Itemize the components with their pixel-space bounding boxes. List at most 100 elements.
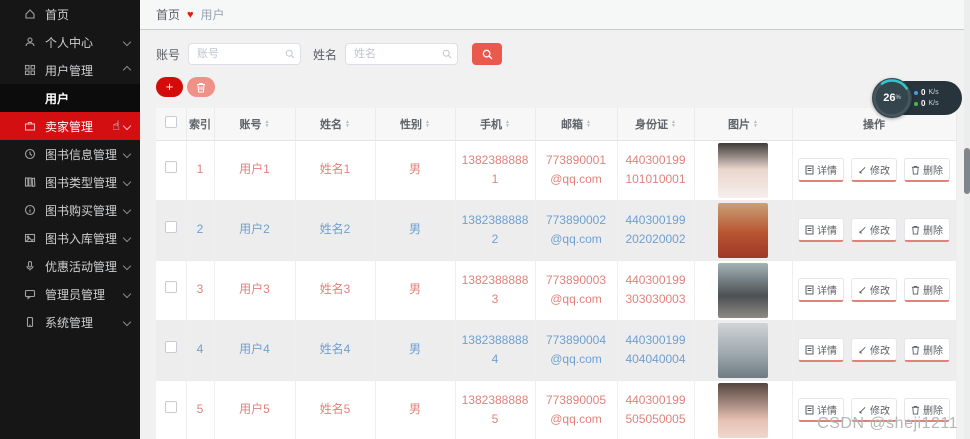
sidebar-item-book-inbound-management[interactable]: 图书入库管理 bbox=[0, 224, 140, 252]
books-icon bbox=[24, 177, 36, 188]
delete-button[interactable]: 删除 bbox=[904, 398, 950, 422]
chevron-down-icon bbox=[122, 233, 132, 243]
row-checkbox[interactable] bbox=[164, 161, 177, 174]
edit-button[interactable]: 修改 bbox=[851, 338, 897, 362]
table-row: 4 用户4 姓名4 男 13823888884 773890004@qq.com… bbox=[156, 320, 957, 381]
header-phone[interactable]: 手机 ▲ ▼ bbox=[455, 108, 536, 141]
sort-icon[interactable]: ▲ ▼ bbox=[671, 118, 676, 129]
sidebar-item-label: 图书入库管理 bbox=[45, 231, 118, 246]
header-account[interactable]: 账号 ▲ ▼ bbox=[214, 108, 296, 141]
delete-button[interactable]: 删除 bbox=[904, 278, 950, 302]
header-actions: 操作 bbox=[792, 108, 957, 141]
main-area: 首页 ♥ 用户 账号 姓名 + bbox=[140, 0, 970, 439]
chevron-down-icon bbox=[122, 289, 132, 299]
upload-unit: K/s bbox=[928, 89, 939, 96]
edit-button[interactable]: 修改 bbox=[851, 278, 897, 302]
sort-icon[interactable]: ▲ ▼ bbox=[586, 118, 591, 129]
download-dot-icon bbox=[914, 101, 918, 106]
user-photo bbox=[718, 142, 768, 198]
cell-phone: 13823888885 bbox=[455, 380, 536, 439]
table-row: 3 用户3 姓名3 男 13823888883 773890003@qq.com… bbox=[156, 260, 957, 321]
batch-delete-button[interactable] bbox=[187, 77, 215, 97]
cell-id-card: 440300199303030003 bbox=[617, 260, 695, 321]
sidebar-item-label: 图书信息管理 bbox=[45, 147, 118, 162]
briefcase-icon bbox=[24, 121, 36, 131]
sort-icon[interactable]: ▲ ▼ bbox=[345, 118, 350, 129]
breadcrumb-home[interactable]: 首页 bbox=[156, 8, 181, 22]
sidebar-item-admin-management[interactable]: 管理员管理 bbox=[0, 280, 140, 308]
cpu-percent-unit: % bbox=[895, 95, 901, 101]
select-all-checkbox[interactable] bbox=[164, 116, 177, 129]
delete-button[interactable]: 删除 bbox=[904, 158, 950, 182]
sidebar-item-user-management[interactable]: 用户管理 bbox=[0, 56, 140, 84]
user-photo bbox=[718, 262, 768, 318]
chevron-down-icon bbox=[122, 121, 132, 131]
cell-account: 用户2 bbox=[214, 200, 296, 261]
info-icon bbox=[24, 204, 36, 216]
sidebar-item-label: 首页 bbox=[45, 7, 70, 22]
row-checkbox[interactable] bbox=[164, 401, 177, 414]
header-gender[interactable]: 性别 ▲ ▼ bbox=[375, 108, 456, 141]
delete-button[interactable]: 删除 bbox=[904, 338, 950, 362]
edit-button[interactable]: 修改 bbox=[851, 158, 897, 182]
cell-gender: 男 bbox=[375, 140, 456, 201]
detail-button[interactable]: 详情 bbox=[798, 278, 844, 302]
detail-button[interactable]: 详情 bbox=[798, 218, 844, 242]
sort-icon[interactable]: ▲ ▼ bbox=[753, 118, 758, 129]
sidebar-item-label: 图书购买管理 bbox=[45, 203, 118, 218]
header-photo[interactable]: 图片 ▲ ▼ bbox=[694, 108, 793, 141]
row-checkbox[interactable] bbox=[164, 281, 177, 294]
sidebar-item-promotion-management[interactable]: 优惠活动管理 bbox=[0, 252, 140, 280]
header-id-card[interactable]: 身份证 ▲ ▼ bbox=[617, 108, 695, 141]
detail-button[interactable]: 详情 bbox=[798, 158, 844, 182]
header-index: 索引 bbox=[186, 108, 215, 141]
detail-button[interactable]: 详情 bbox=[798, 398, 844, 422]
account-input[interactable] bbox=[188, 43, 302, 65]
home-icon bbox=[25, 9, 35, 19]
cell-email: 773890002@qq.com bbox=[535, 200, 618, 261]
search-button[interactable] bbox=[472, 43, 503, 65]
scrollbar-track[interactable] bbox=[964, 0, 970, 439]
sidebar-item-label: 用户管理 bbox=[45, 63, 94, 78]
sidebar-item-label: 用户 bbox=[45, 91, 70, 106]
sort-icon[interactable]: ▲ ▼ bbox=[264, 118, 270, 129]
header-email[interactable]: 邮箱 ▲ ▼ bbox=[535, 108, 618, 141]
cell-name: 姓名3 bbox=[295, 260, 376, 321]
scrollbar-thumb[interactable] bbox=[964, 148, 970, 194]
edit-button[interactable]: 修改 bbox=[851, 218, 897, 242]
edit-button[interactable]: 修改 bbox=[851, 398, 897, 422]
sidebar-item-system-management[interactable]: 系统管理 bbox=[0, 308, 140, 336]
table-row: 1 用户1 姓名1 男 13823888881 773890001@qq.com… bbox=[156, 140, 957, 201]
name-input[interactable] bbox=[345, 43, 459, 65]
cell-email: 773890004@qq.com bbox=[535, 320, 618, 381]
row-checkbox[interactable] bbox=[164, 221, 177, 234]
sidebar-item-label: 优惠活动管理 bbox=[45, 259, 118, 274]
row-checkbox[interactable] bbox=[164, 341, 177, 354]
cell-id-card: 440300199202020002 bbox=[617, 200, 695, 261]
header-name[interactable]: 姓名 ▲ ▼ bbox=[295, 108, 376, 141]
cell-email: 773890003@qq.com bbox=[535, 260, 618, 321]
delete-button[interactable]: 删除 bbox=[904, 218, 950, 242]
sort-icon[interactable]: ▲ ▼ bbox=[425, 118, 430, 129]
content-area: 账号 姓名 + bbox=[140, 30, 964, 439]
grid-icon bbox=[24, 64, 36, 76]
mic-icon bbox=[26, 260, 34, 271]
detail-button[interactable]: 详情 bbox=[798, 338, 844, 362]
sidebar-item-book-type-management[interactable]: 图书类型管理 bbox=[0, 168, 140, 196]
breadcrumb: 首页 ♥ 用户 bbox=[140, 0, 970, 30]
sidebar-item-seller-management[interactable]: 卖家管理 ☝ bbox=[0, 112, 140, 140]
sidebar-item-book-purchase-management[interactable]: 图书购买管理 bbox=[0, 196, 140, 224]
sidebar-item-home[interactable]: 首页 bbox=[0, 0, 140, 28]
sidebar-item-book-info-management[interactable]: 图书信息管理 bbox=[0, 140, 140, 168]
sort-icon[interactable]: ▲ ▼ bbox=[505, 118, 510, 129]
chevron-down-icon bbox=[122, 37, 132, 47]
sidebar-item-personal-center[interactable]: 个人中心 bbox=[0, 28, 140, 56]
phone-icon bbox=[26, 316, 34, 328]
sidebar-subitem-user[interactable]: 用户 bbox=[0, 84, 140, 112]
image-icon bbox=[24, 233, 36, 243]
cursor-icon: ☝ bbox=[112, 118, 120, 133]
users-table: 索引 账号 ▲ ▼ 姓名 ▲ ▼ 性别 ▲ ▼ 手机 ▲ ▼ 邮箱 ▲ ▼ 身份证 ▲ ▼ 图片 ▲ ▼ 操… bbox=[156, 108, 957, 439]
add-button[interactable]: + bbox=[156, 77, 183, 97]
chevron-down-icon bbox=[122, 261, 132, 271]
cell-account: 用户5 bbox=[214, 380, 296, 439]
